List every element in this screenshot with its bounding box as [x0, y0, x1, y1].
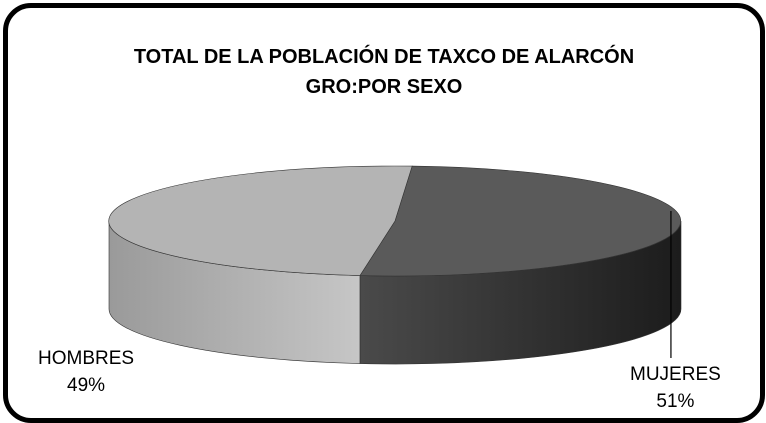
slice-label-mujeres-name: MUJERES: [630, 364, 721, 385]
chart-title-line-1: TOTAL DE LA POBLACIÓN DE TAXCO DE ALARCÓ…: [133, 46, 635, 68]
pie-plot: [108, 165, 682, 365]
chart-area: TOTAL DE LA POBLACIÓN DE TAXCO DE ALARCÓ…: [3, 3, 765, 423]
slice-label-mujeres-percent: 51%: [656, 391, 695, 412]
slice-label-hombres: HOMBRES 49%: [38, 345, 134, 399]
chart-title: TOTAL DE LA POBLACIÓN DE TAXCO DE ALARCÓ…: [8, 42, 760, 102]
slice-label-hombres-percent: 49%: [67, 375, 106, 396]
chart-title-line-2: GRO:POR SEXO: [305, 76, 463, 98]
slice-label-mujeres: MUJERES 51%: [630, 361, 721, 415]
slice-label-hombres-name: HOMBRES: [38, 348, 135, 369]
slice-top-mujeres: [359, 165, 681, 277]
slice-top-hombres: [108, 165, 413, 276]
